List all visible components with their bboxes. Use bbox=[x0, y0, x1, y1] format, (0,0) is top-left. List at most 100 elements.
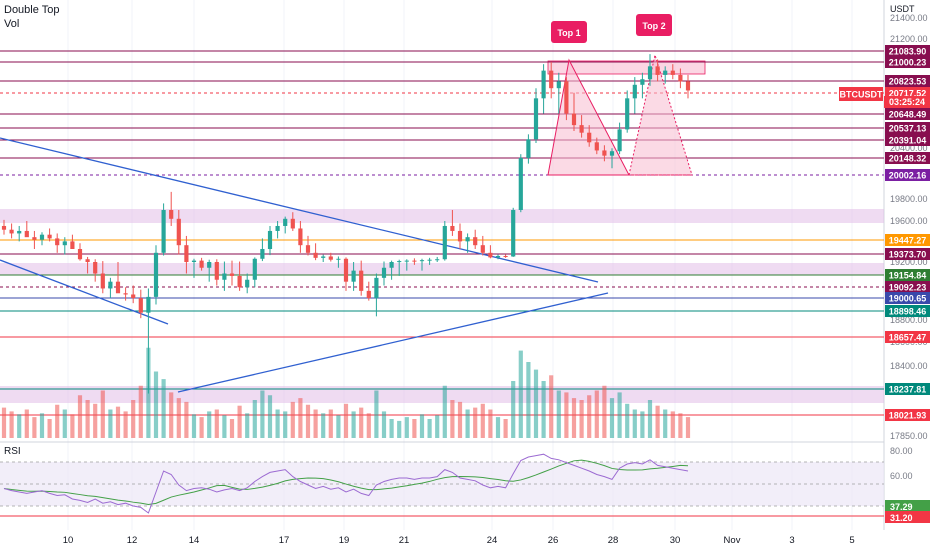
rsi-tick-label: 37.29 bbox=[890, 502, 913, 512]
volume-bar bbox=[435, 415, 440, 438]
time-tick-label: 28 bbox=[608, 535, 619, 546]
time-axis: 10 12 14 17 19 21 24 26 28 30 Nov 3 5 bbox=[63, 535, 855, 546]
candle-body bbox=[267, 230, 273, 249]
volume-bar bbox=[222, 415, 227, 438]
candle-body bbox=[290, 218, 295, 229]
time-tick-label: 14 bbox=[189, 535, 200, 546]
time-tick-label: 10 bbox=[63, 535, 74, 546]
price-tag-bg bbox=[885, 45, 930, 57]
rsi-tick-label: 31.20 bbox=[890, 513, 913, 523]
time-tick-label: 26 bbox=[548, 535, 559, 546]
volume-bar bbox=[488, 409, 493, 438]
candle-body bbox=[389, 262, 394, 268]
candle-body bbox=[100, 273, 105, 289]
volume-bar bbox=[328, 409, 333, 438]
volume-bar bbox=[321, 413, 326, 438]
candle-body bbox=[404, 260, 409, 262]
volume-bar bbox=[473, 407, 478, 438]
support-resistance-zones bbox=[0, 60, 884, 403]
candle-body bbox=[678, 74, 683, 82]
volume-bar bbox=[663, 409, 668, 438]
volume-bar bbox=[275, 409, 280, 438]
candle-body bbox=[199, 260, 204, 268]
candle-body bbox=[176, 218, 181, 246]
volume-bar bbox=[252, 400, 257, 438]
currency-label: USDT bbox=[890, 4, 915, 14]
volume-bar bbox=[518, 350, 523, 438]
candle-body bbox=[191, 260, 197, 262]
top1-triangle bbox=[547, 58, 630, 176]
time-tick-label: 5 bbox=[849, 535, 854, 546]
volume-bar bbox=[617, 392, 622, 438]
volume-bar bbox=[161, 379, 166, 438]
volume-bar bbox=[389, 419, 394, 438]
volume-bar bbox=[17, 414, 22, 438]
candle-body bbox=[85, 259, 90, 262]
zone-band bbox=[0, 263, 884, 275]
volume-bar bbox=[351, 411, 356, 438]
candle-body bbox=[131, 294, 136, 299]
volume-bar bbox=[533, 369, 539, 438]
price-tag-label: 18657.47 bbox=[889, 333, 927, 343]
volume-bar bbox=[199, 417, 204, 438]
candle-body bbox=[663, 70, 668, 75]
top2-triangle bbox=[628, 53, 693, 176]
lower-channel-line bbox=[0, 259, 169, 325]
price-level-lines bbox=[0, 50, 884, 416]
candle-body bbox=[495, 256, 501, 258]
candle-body bbox=[93, 262, 98, 274]
price-tag-label: 18021.93 bbox=[889, 411, 927, 421]
candle-body bbox=[115, 281, 121, 294]
volume-bar bbox=[100, 390, 105, 438]
volume-bar bbox=[549, 375, 554, 438]
volume-bar bbox=[290, 401, 295, 438]
candle-body bbox=[70, 241, 75, 249]
candle-body bbox=[587, 132, 592, 143]
price-tick-label: 19800.00 bbox=[890, 194, 928, 204]
rsi-ma-line bbox=[3, 459, 689, 506]
candle-body bbox=[374, 277, 379, 299]
price-tag-label: 18898.46 bbox=[889, 307, 927, 317]
ascending-trendline bbox=[177, 292, 609, 393]
volume-bar bbox=[556, 390, 561, 438]
price-tag-label: 19000.65 bbox=[889, 294, 927, 304]
price-tag-bg bbox=[885, 122, 930, 134]
candle-body bbox=[184, 245, 189, 262]
candle-body bbox=[579, 125, 584, 133]
candle-body bbox=[62, 241, 67, 246]
candle-body bbox=[9, 229, 14, 234]
price-tag-bg bbox=[885, 305, 930, 317]
volume-bar bbox=[267, 395, 273, 438]
volume-bar bbox=[108, 409, 113, 438]
time-tick-label: 19 bbox=[339, 535, 350, 546]
volume-bar bbox=[442, 385, 447, 438]
rsi-pane bbox=[0, 453, 884, 517]
candle-body bbox=[366, 290, 371, 299]
volume-bar bbox=[214, 409, 219, 438]
candle-body bbox=[359, 270, 364, 291]
volume-bar bbox=[655, 405, 660, 438]
volume-bar bbox=[55, 404, 60, 438]
time-tick-label: 3 bbox=[789, 535, 794, 546]
price-tag-label: 18237.81 bbox=[889, 385, 927, 395]
candle-body bbox=[609, 151, 615, 156]
volume-bar bbox=[237, 405, 242, 438]
volume-bar bbox=[640, 411, 645, 438]
volume-bar bbox=[450, 400, 455, 438]
candle-body bbox=[381, 267, 387, 278]
time-tick-label: 12 bbox=[127, 535, 138, 546]
candle-body bbox=[283, 218, 288, 226]
volume-bar bbox=[495, 417, 501, 438]
candle-body bbox=[442, 225, 447, 260]
candle-body bbox=[32, 237, 37, 240]
candle-body bbox=[602, 150, 607, 156]
price-tag-label: 19092.23 bbox=[889, 283, 927, 293]
price-tick-label: 21400.00 bbox=[890, 13, 928, 23]
volume-bar bbox=[62, 409, 67, 438]
top2-marker: Top 2 bbox=[636, 14, 672, 36]
price-tag-label: 20002.16 bbox=[889, 171, 927, 181]
price-tag-label: 21000.23 bbox=[889, 58, 927, 68]
volume-bar bbox=[77, 395, 83, 438]
volume-bar bbox=[670, 411, 675, 438]
